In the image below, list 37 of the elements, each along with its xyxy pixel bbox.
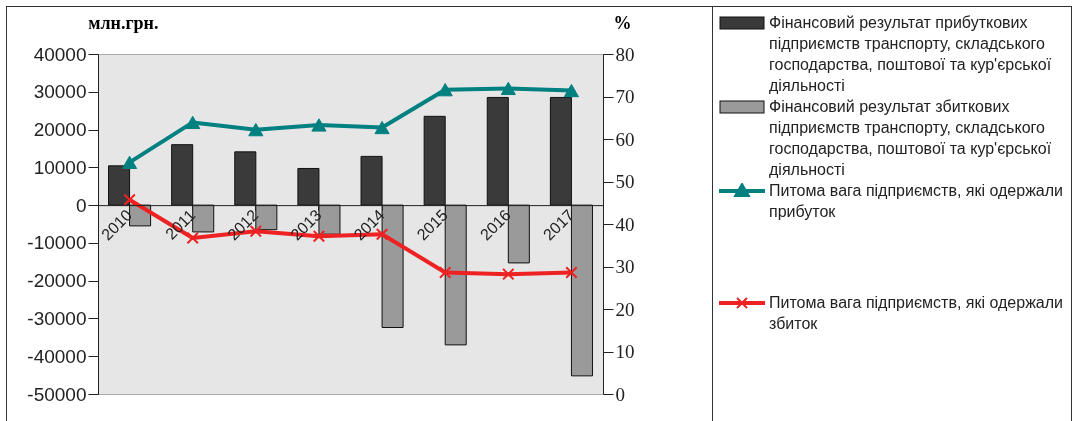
y2-axis-title: % (613, 12, 632, 33)
point (123, 193, 136, 207)
point (311, 118, 327, 132)
point (374, 120, 390, 135)
y2-tick-label: 80 (615, 43, 635, 65)
legend-label: Фінансовий результат прибуткових підприємств транспорту, складського господарства, поштової та кур'єрської діяльності (769, 13, 1053, 96)
point (500, 81, 516, 96)
y-tick-label: -30000 (27, 307, 87, 329)
y-axis-title: млн.грн. (88, 12, 159, 33)
legend-label: Фінансовий результат збиткових підприємств транспорту, складського господарства, поштової та кур'єрської діяльності (769, 97, 1053, 180)
y-tick-label: 10000 (33, 156, 87, 178)
point (185, 115, 201, 130)
y2-tick-label: 20 (615, 298, 635, 320)
y-tick-label: 20000 (33, 119, 87, 141)
point (438, 266, 452, 279)
point (563, 83, 580, 98)
point (121, 155, 138, 169)
y-tick-label: -10000 (27, 232, 87, 254)
y-tick-label: -20000 (27, 270, 87, 292)
y-tick-label: -50000 (27, 383, 87, 405)
y-tick-label: 0 (75, 194, 87, 216)
y2-tick-label: 40 (615, 213, 635, 235)
y-tick-label: 30000 (33, 81, 87, 103)
point (565, 266, 578, 279)
point (437, 83, 453, 97)
y2-tick-label: 70 (615, 86, 635, 107)
legend-label: Питома вага підприємств, які одержали прибуток (769, 181, 1065, 222)
y-tick-label: 40000 (33, 43, 87, 65)
point (502, 267, 515, 281)
y2-tick-label: 0 (615, 383, 625, 405)
point (248, 123, 264, 137)
legend-label: Питома вага підприємств, які одержали збиток (769, 293, 1065, 334)
y2-tick-label: 60 (615, 128, 635, 150)
y2-tick-label: 30 (615, 256, 635, 277)
y2-tick-label: 50 (615, 171, 635, 192)
y2-tick-label: 10 (615, 341, 635, 362)
y-tick-label: -40000 (27, 345, 87, 367)
